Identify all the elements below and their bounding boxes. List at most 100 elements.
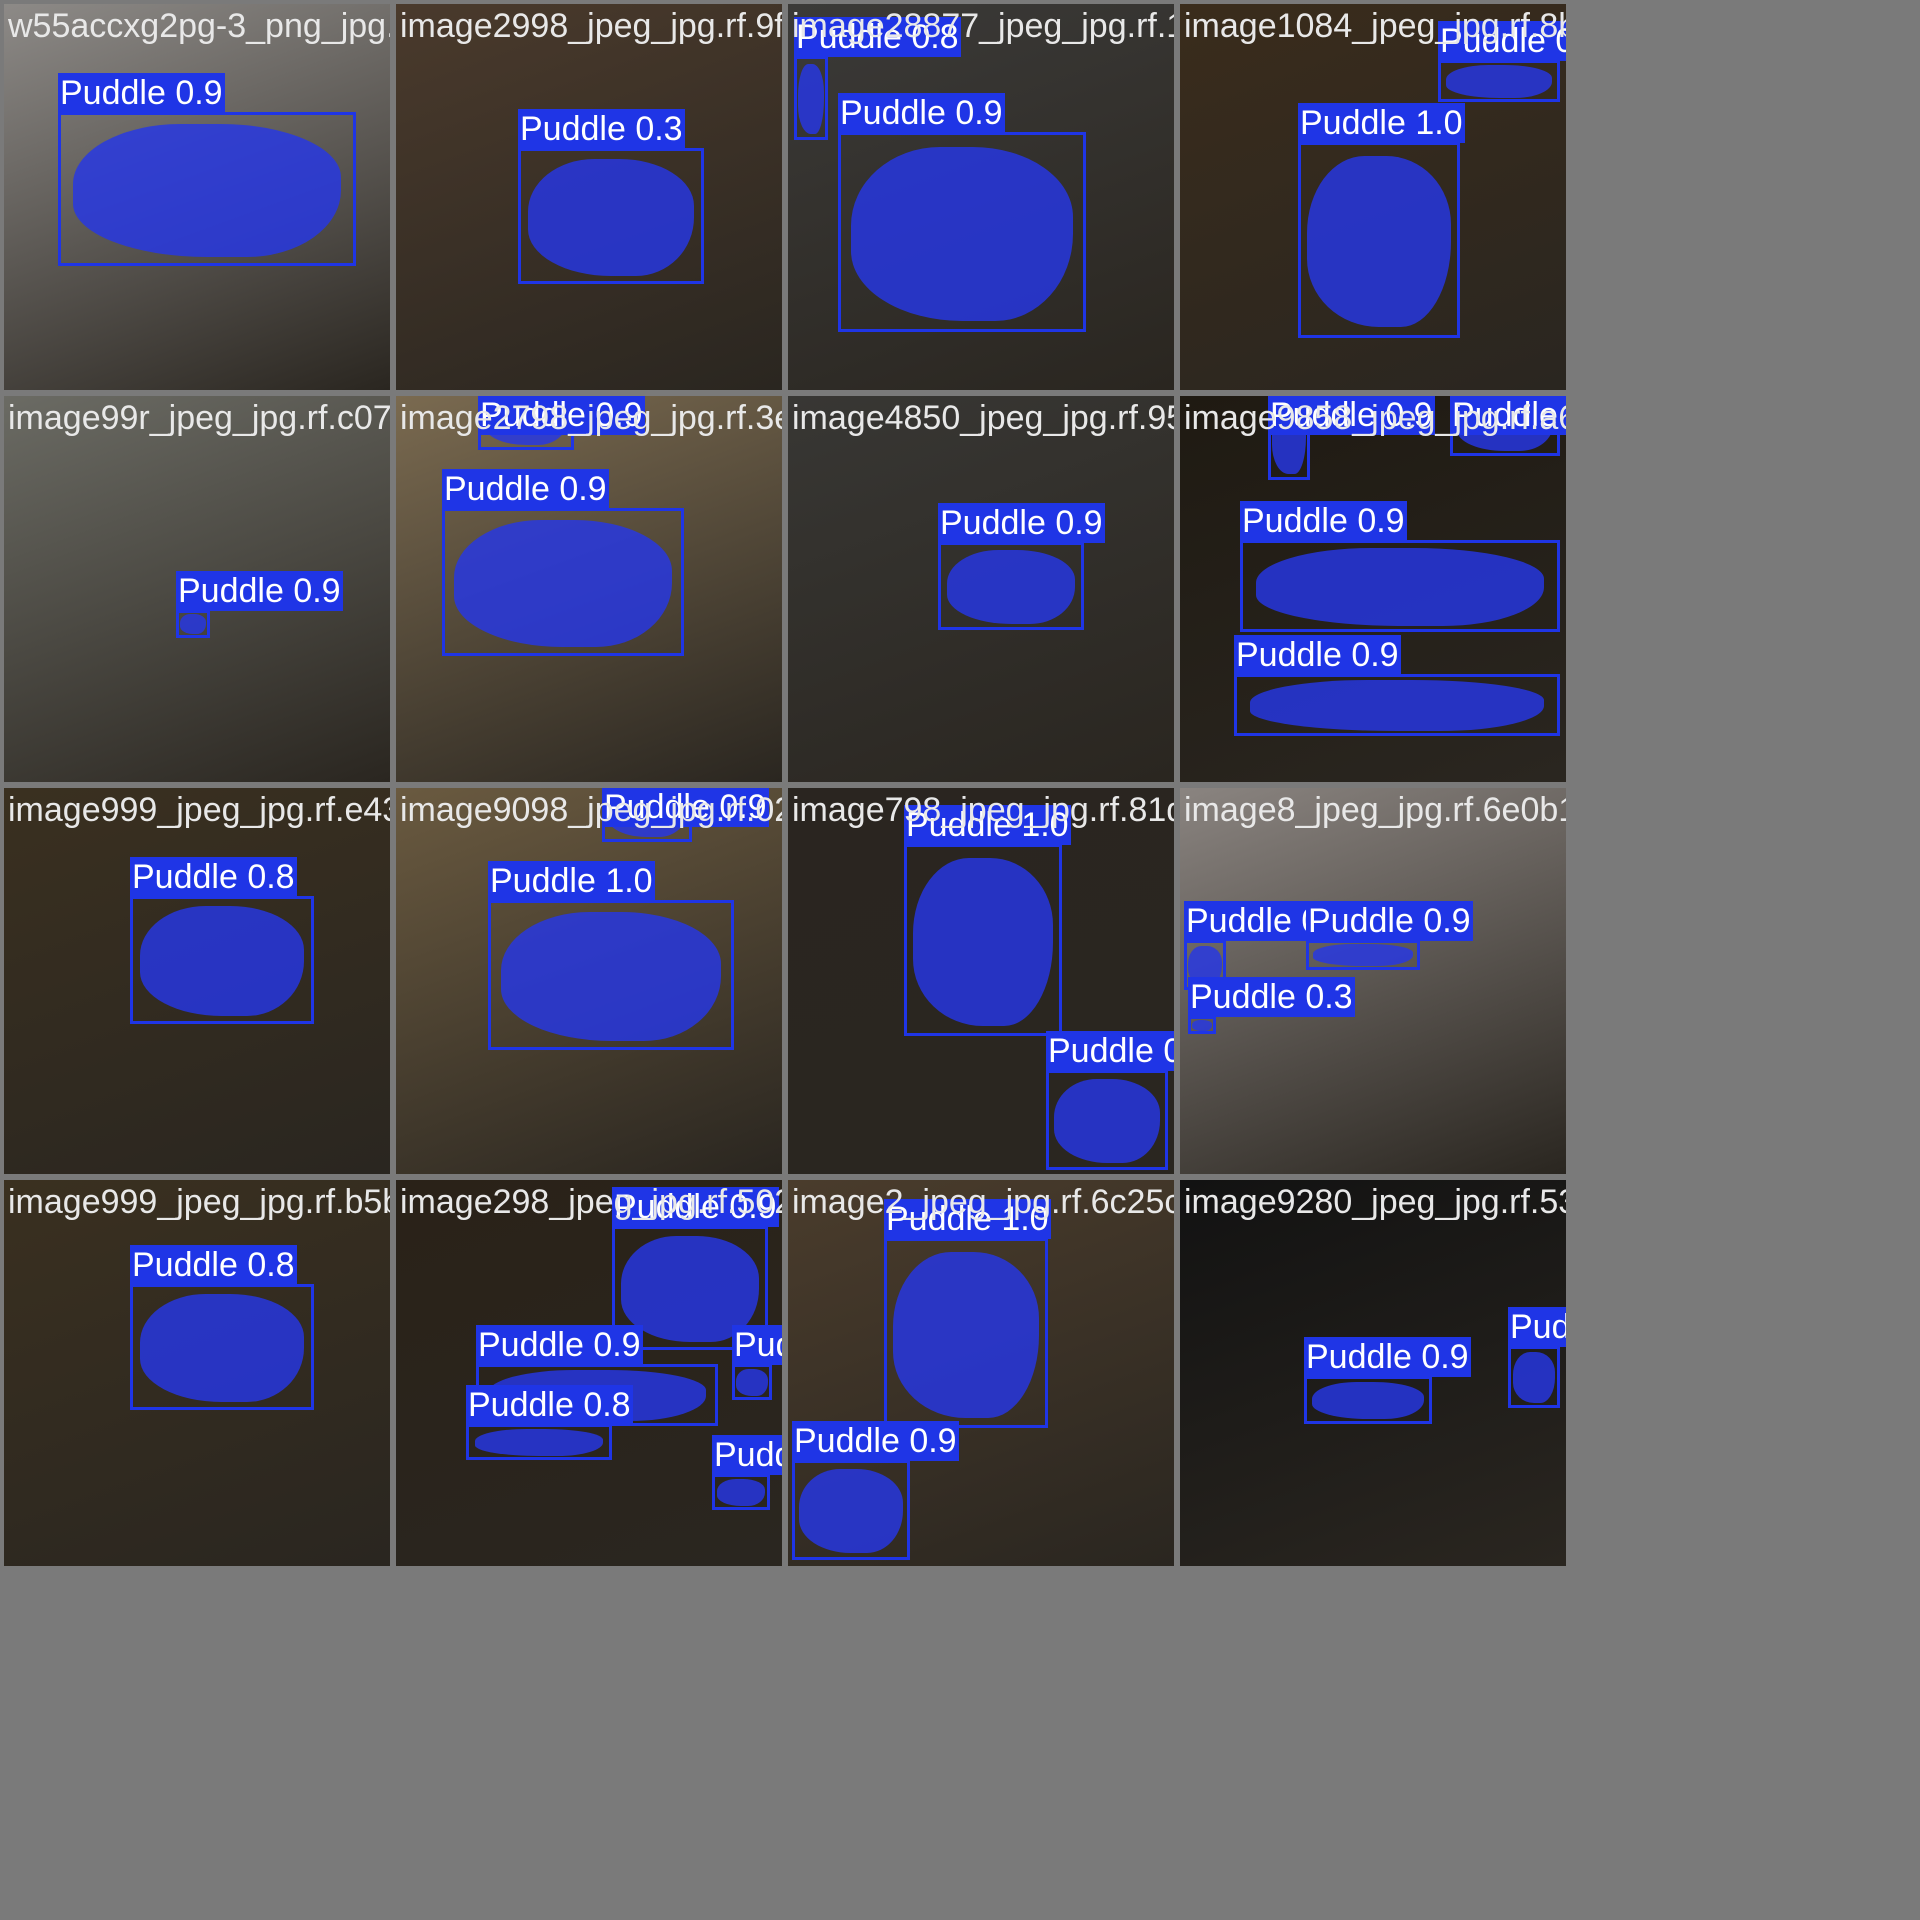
detection-box: Puddle 0.3: [518, 109, 704, 284]
segmentation-mask: [946, 549, 1076, 624]
detection-label: Puddle 0.9: [1438, 21, 1566, 61]
result-tile: image298_jpeg_jpg.rf.5026ef12e30915Puddl…: [396, 1180, 782, 1566]
detection-box: Puddle 0.3: [1188, 977, 1355, 1034]
result-tile: image9858_jpeg_jpg.rf.a652e7a5Puddle 0.9…: [1180, 396, 1566, 782]
result-tile: image8_jpeg_jpg.rf.6e0b1 Puddle 0 Puddle 0…: [1180, 788, 1566, 1174]
detection-box: Puddle 0.6: [1508, 1307, 1566, 1408]
segmentation-mask: [1445, 65, 1553, 98]
detection-label: Puddle 0: [1184, 901, 1323, 941]
segmentation-mask: [454, 519, 672, 648]
detection-label: Puddle 0.9: [1450, 396, 1566, 435]
segmentation-mask: [500, 911, 722, 1042]
detection-box: Puddle 0.9: [1240, 501, 1560, 632]
result-tile: w55accxg2pg-3_png_jpg.rf.1ce8a293Puddle …: [4, 4, 390, 390]
segmentation-mask: [736, 1368, 768, 1396]
segmentation-mask: [140, 1294, 304, 1403]
segmentation-mask: [850, 146, 1074, 322]
detection-box: Puddle 0.9: [1304, 1337, 1471, 1424]
result-tile: image4850_jpeg_jpg.rf.959d6e72dePuddle 0…: [788, 396, 1174, 782]
detection-box: Puddle 0.9: [478, 396, 645, 450]
result-tile: image9280_jpeg_jpg.rf.53dfc4Puddle 0.9Pu…: [1180, 1180, 1566, 1566]
segmentation-mask: [528, 158, 694, 276]
detection-box: Puddle 0.8: [466, 1385, 633, 1460]
detection-box: Puddle 1.0: [884, 1199, 1051, 1428]
detection-box: Puddle 0.8: [130, 857, 314, 1024]
result-tile: image798_jpeg_jpg.rf.81d021a6Puddle 1.0P…: [788, 788, 1174, 1174]
detection-box: Puddle 0.9: [938, 503, 1105, 630]
segmentation-mask: [717, 1478, 765, 1506]
segmentation-mask: [140, 906, 304, 1017]
detection-box: Puddle 0.8: [794, 17, 961, 140]
detection-box: Puddle 0.8: [130, 1245, 314, 1410]
detection-label: Puddle 0.8: [130, 1245, 297, 1285]
detection-label: Puddle 0.3: [518, 109, 685, 149]
detection-label: Puddle 0.9: [1046, 1031, 1174, 1071]
detection-label: Puddle 0.8: [130, 857, 297, 897]
detection-label: Puddle 0.9: [838, 93, 1005, 133]
detection-label: Puddle 0.9: [1234, 635, 1401, 675]
detection-box: Puddle 0.9: [1046, 1031, 1174, 1170]
detection-box: Puddle 0.9: [58, 73, 356, 266]
detection-box: Puddle 1.0: [1298, 103, 1465, 338]
result-tile: image2998_jpeg_jpg.rf.9f96b3e5a1Puddle 0…: [396, 4, 782, 390]
segmentation-mask: [893, 1252, 1039, 1418]
detection-label: Puddle 0.9: [1268, 396, 1435, 435]
detection-label: Puddle 0.9: [478, 396, 645, 435]
segmentation-mask: [1249, 680, 1545, 731]
detection-label: Puddle 0.9: [732, 1325, 782, 1365]
detection-box: Puddle 0.9: [1306, 901, 1473, 970]
detection-label: Puddle 1.0: [904, 805, 1071, 845]
detection-label: Puddle 0.9: [1306, 901, 1473, 941]
segmentation-mask: [913, 858, 1053, 1026]
detection-label: Puddle 0.8: [794, 17, 961, 57]
detection-label: Puddle 0.3: [1188, 977, 1355, 1017]
detection-box: Puddle 0.9: [176, 571, 343, 638]
segmentation-mask: [180, 614, 206, 635]
detection-label: Puddle 1.0: [488, 861, 655, 901]
segmentation-mask: [621, 1236, 759, 1343]
detection-box: Puddle 0.9: [1450, 396, 1566, 456]
result-tile: image2_jpeg_jpg.rf.6c25cf Puddle 1.0 Puddl…: [788, 1180, 1174, 1566]
detection-box: Puddle 0.9: [838, 93, 1086, 332]
detection-box: Puddle 0.9: [1438, 21, 1566, 102]
segmentation-mask: [1512, 1352, 1556, 1403]
detection-box: Puddle 0: [1184, 901, 1323, 990]
detection-label: Puddle 0.9: [938, 503, 1105, 543]
segmentation-mask: [1311, 1381, 1425, 1420]
detection-label: Puddle 0.8: [712, 1435, 782, 1475]
detection-label: Puddle 0.9: [1240, 501, 1407, 541]
detection-label: Puddle 0.9: [176, 571, 343, 611]
detection-label: Puddle 0.6: [1508, 1307, 1566, 1347]
detection-box: Puddle 0.9: [1268, 396, 1435, 480]
detection-box: Puddle 0.9: [612, 1187, 779, 1350]
detection-label: Puddle 0.9: [612, 1187, 779, 1227]
segmentation-mask: [72, 123, 342, 258]
detection-label: Puddle 0.9: [1304, 1337, 1471, 1377]
result-tile: image1084_jpeg_jpg.rf.8b2e4aPuddle 0.9Pu…: [1180, 4, 1566, 390]
result-tile: image99r_jpeg_jpg.rf.c0758a2b7Puddle 0.9: [4, 396, 390, 782]
detection-box: Puddle 0.8: [712, 1435, 782, 1510]
segmentation-mask: [798, 63, 824, 134]
detection-box: Puddle 1.0: [488, 861, 734, 1050]
segmentation-mask: [474, 1428, 604, 1456]
detection-label: Puddle 0.9: [58, 73, 225, 113]
detection-box: Puddle 0.9: [792, 1421, 959, 1560]
detection-box: Puddle 0.9: [1234, 635, 1560, 736]
segmentation-mask: [1307, 156, 1451, 328]
segmentation-mask: [1255, 548, 1545, 626]
detection-label: Puddle 1.0: [884, 1199, 1051, 1239]
result-tile: image999_jpeg_jpg.rf.e4304c1800Puddle 0.…: [4, 788, 390, 1174]
detection-box: Puddle 0.9: [602, 788, 769, 842]
detection-label: Puddle 0.8: [466, 1385, 633, 1425]
detection-box: Puddle 0.9: [442, 469, 684, 656]
segmentation-mask: [1053, 1078, 1161, 1164]
result-tile: image28877_jpeg_jpg.rf.1f3fe1d9d0Puddle …: [788, 4, 1174, 390]
detection-label: Puddle 0.9: [792, 1421, 959, 1461]
segmentation-mask: [799, 1468, 903, 1554]
result-tile: image2798_jpeg_jpg.rf.3ee08e1d0Puddle 0.…: [396, 396, 782, 782]
segmentation-mask: [1191, 1019, 1213, 1031]
detection-label: Puddle 0.9: [476, 1325, 643, 1365]
detection-label: Puddle 0.9: [602, 788, 769, 827]
detection-box: Puddle 1.0: [904, 805, 1071, 1036]
